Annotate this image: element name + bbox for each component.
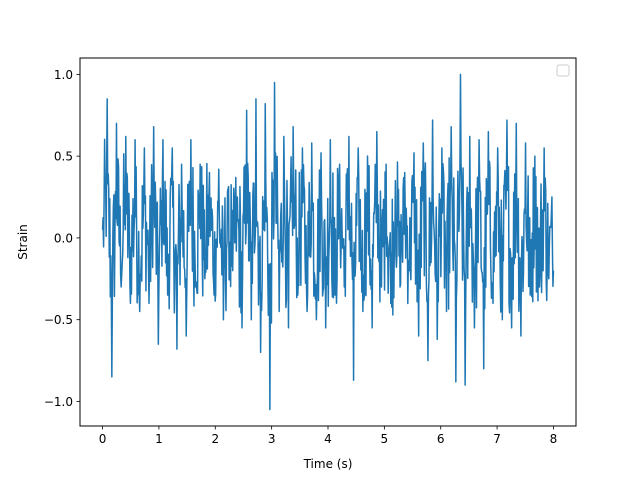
legend-box bbox=[556, 64, 570, 77]
strain-series-line bbox=[101, 73, 555, 411]
series-layer bbox=[101, 73, 555, 411]
x-axis-label: Time (s) bbox=[303, 457, 353, 471]
x-tick-label: 4 bbox=[324, 432, 332, 446]
y-tick-label: 1.0 bbox=[54, 68, 73, 82]
x-tick-label: 5 bbox=[381, 432, 389, 446]
x-tick-label: 7 bbox=[493, 432, 501, 446]
x-tick-label: 6 bbox=[437, 432, 445, 446]
x-tick-label: 3 bbox=[268, 432, 276, 446]
y-axis-label: Strain bbox=[16, 224, 30, 260]
y-tick-label: 0.0 bbox=[54, 231, 73, 245]
y-axis: −1.0 −0.5 0.0 0.5 1.0 bbox=[44, 68, 80, 409]
y-tick-label: 0.5 bbox=[54, 150, 73, 164]
y-tick-label: −1.0 bbox=[44, 395, 73, 409]
x-tick-label: 2 bbox=[211, 432, 219, 446]
x-tick-label: 0 bbox=[99, 432, 107, 446]
x-axis: 0 1 2 3 4 5 6 7 8 bbox=[99, 426, 558, 446]
x-tick-label: 8 bbox=[550, 432, 558, 446]
plot-frame bbox=[79, 57, 577, 427]
x-tick-label: 1 bbox=[155, 432, 163, 446]
y-tick-label: −0.5 bbox=[44, 313, 73, 327]
